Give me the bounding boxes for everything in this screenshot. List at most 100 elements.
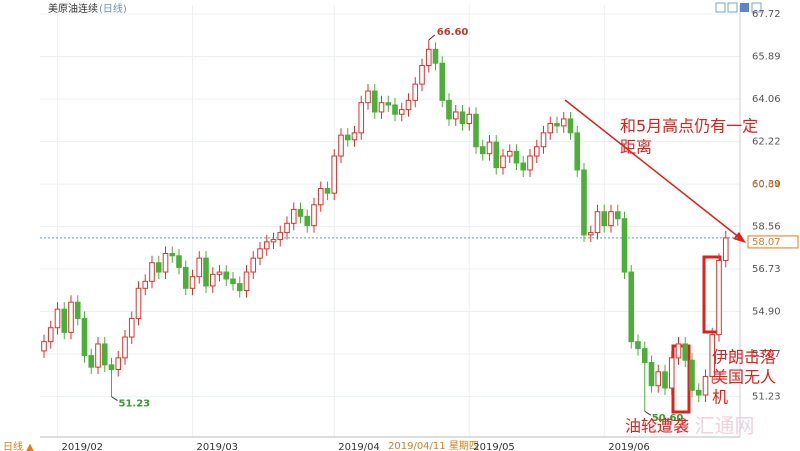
candle-body <box>709 334 716 377</box>
note-text: 和5月高点仍有一定 <box>620 117 758 136</box>
y-tick-label: 64.06 <box>752 94 781 105</box>
candle-body <box>547 123 554 134</box>
icon[interactable] <box>727 2 738 13</box>
candle-body <box>88 355 95 368</box>
candle-body <box>122 336 128 359</box>
toolbar-icons <box>715 2 762 13</box>
candle-body <box>41 341 47 352</box>
candle-body <box>527 155 533 171</box>
candle-body <box>196 257 203 278</box>
candle-body <box>54 308 61 329</box>
candle-body <box>128 317 135 338</box>
chart-title: 美原油连续 <box>48 2 98 15</box>
candle-body <box>216 271 223 275</box>
candle-body <box>533 146 540 157</box>
candle-body <box>716 259 722 336</box>
candle-body <box>520 162 527 171</box>
candle-body <box>182 266 189 289</box>
candle-body <box>459 111 466 125</box>
candle-body <box>189 276 196 289</box>
note-text: 机 <box>712 388 728 407</box>
y-tick-label: 67.72 <box>752 9 781 20</box>
candle-body <box>149 262 155 282</box>
min-marker <box>644 410 652 416</box>
candle-body <box>466 113 473 125</box>
candle-body <box>155 262 162 273</box>
candle-body <box>81 317 88 357</box>
candle-body <box>702 375 709 396</box>
candle-body <box>311 204 317 227</box>
note-text: 美国无人 <box>712 368 776 387</box>
y-tick-label: 58.56 <box>752 222 781 233</box>
candle-body <box>317 188 324 206</box>
candle-body <box>277 232 284 241</box>
x-tick-label: 2019/06 <box>608 442 650 451</box>
last-price-label: 58.07 <box>752 237 781 248</box>
chart-subtitle: (日线) <box>99 2 127 15</box>
candle-body <box>135 287 142 319</box>
candle-body <box>675 343 682 359</box>
candle-body <box>486 141 493 155</box>
candle-body <box>405 99 412 111</box>
candle-body <box>419 65 425 85</box>
candle-body <box>74 301 81 319</box>
icon[interactable] <box>740 3 749 12</box>
annotation-arrow <box>564 99 741 239</box>
y-tick-label: 60.39 <box>752 179 781 190</box>
candle-body <box>351 132 358 141</box>
x-tick-label: 2019/03 <box>197 442 239 451</box>
candle-body <box>574 132 581 171</box>
candle-body <box>392 104 398 115</box>
min-label: 51.23 <box>119 399 151 410</box>
candle-body <box>331 155 338 194</box>
candle-body <box>581 169 587 236</box>
last-price-box <box>747 235 799 249</box>
period-label[interactable]: 日线 ▲ <box>3 440 34 451</box>
candle-body <box>540 132 547 148</box>
min-marker <box>111 396 118 402</box>
candle-body <box>695 389 702 396</box>
candle-body <box>95 343 101 368</box>
candle-body <box>506 150 513 157</box>
candle-body <box>230 278 236 285</box>
candle-body <box>257 248 263 259</box>
icon[interactable] <box>751 2 762 13</box>
max-marker <box>428 34 436 41</box>
candle-body <box>439 62 446 101</box>
candle-body <box>621 218 628 273</box>
note-text: 油轮遭袭 <box>625 417 689 436</box>
candle-body <box>682 343 689 361</box>
candle-body <box>162 252 169 273</box>
max-label: 66.60 <box>437 27 469 38</box>
candle-body <box>446 99 452 120</box>
candle-body <box>270 239 277 243</box>
arrow-head <box>733 232 746 243</box>
candle-body <box>412 83 419 101</box>
candle-body <box>378 102 385 113</box>
grid <box>40 5 740 437</box>
candle-body <box>169 252 176 257</box>
candle-body <box>284 222 290 234</box>
candle-body <box>297 208 304 217</box>
candle-body <box>587 232 594 236</box>
candle-body <box>608 211 614 227</box>
y-tick-label: 51.23 <box>752 392 781 403</box>
candle-body <box>142 280 149 289</box>
candle-body <box>263 241 270 250</box>
note-text: 距离 <box>620 138 652 157</box>
candle-body <box>513 150 520 164</box>
candle-body <box>203 257 209 287</box>
candle-body <box>594 211 601 234</box>
min-label: 50.60 <box>652 413 684 424</box>
y-tick-label: 56.73 <box>752 264 781 275</box>
candle-body <box>689 359 695 391</box>
candle-body <box>358 102 365 134</box>
candle-body <box>108 364 115 370</box>
icon[interactable] <box>715 2 726 13</box>
ref-price-label: 60.64 <box>752 179 781 190</box>
note-text: 伊朗击落 <box>712 348 776 367</box>
y-tick-label: 53.07 <box>752 349 781 360</box>
